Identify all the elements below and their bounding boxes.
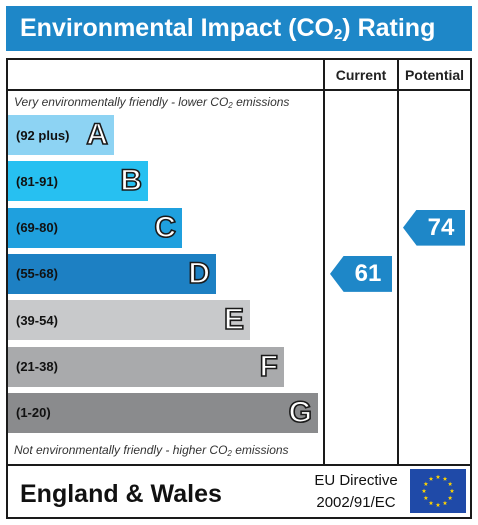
band-range: (92 plus) [16,127,70,143]
bottom-note-post: emissions [231,443,289,457]
title-main: Environmental Impact (CO [20,14,334,42]
potential-column-header: Potential [404,67,465,83]
eu-star [449,488,455,493]
band-range: (1-20) [16,405,51,421]
eu-star [442,476,448,481]
eu-star [421,488,427,493]
band-g: (1-20) G [8,392,318,433]
top-note-pre: Very environmentally friendly - lower CO [14,95,229,109]
directive-line-2: 2002/91/EC [316,494,396,511]
top-note-sub: 2 [228,101,233,110]
eu-flag-icon [410,469,466,513]
directive-line-1: EU Directive [314,472,398,489]
band-letter: B [120,163,143,198]
bottom-note: Not environmentally friendly - higher CO… [14,443,289,458]
chart-frame [6,58,472,519]
eu-star [447,495,453,500]
top-note-post: emissions [232,95,290,109]
chart-title: Environmental Impact (CO2) Rating [6,6,472,51]
band-letter: A [86,117,109,152]
eu-star [435,474,441,479]
eu-star [423,481,429,486]
band-range: (55-68) [16,266,58,282]
band-range: (39-54) [16,312,58,328]
band-letter: E [223,302,245,337]
eu-star [423,495,429,500]
band-c: (69-80) C [8,207,182,248]
divider-current [323,58,325,466]
band-letter: G [288,395,313,430]
footer-divider [6,464,472,466]
header-divider [6,89,472,91]
region-label: England & Wales [20,480,222,508]
eu-star [428,476,434,481]
title-end: ) Rating [342,14,436,42]
band-f: (21-38) F [8,346,284,387]
current-column-header: Current [335,67,387,83]
band-d: (55-68) D [8,253,216,294]
eu-star [428,500,434,506]
band-range: (21-38) [16,359,58,374]
band-letter: C [154,210,177,245]
bottom-note-pre: Not environmentally friendly - higher CO [14,443,228,457]
eu-star [447,481,453,486]
current-rating-arrow: 61 [330,255,392,292]
eu-star [435,502,441,507]
eu-directive: EU Directive 2002/91/EC [306,470,406,514]
eu-star [442,500,448,506]
top-note: Very environmentally friendly - lower CO… [14,95,290,110]
band-range: (69-80) [16,220,58,236]
band-range: (81-91) [16,173,58,189]
eu-stars [421,474,455,507]
divider-potential [397,58,399,466]
band-letter: F [259,349,279,384]
bottom-note-sub: 2 [227,449,232,458]
band-b: (81-91) B [8,161,148,202]
band-e: (39-54) E [8,300,250,341]
potential-rating-arrow: 74 [403,209,465,246]
band-a: (92 plus) A [8,115,114,155]
title-subscript: 2 [333,26,343,43]
band-letter: D [188,256,211,291]
